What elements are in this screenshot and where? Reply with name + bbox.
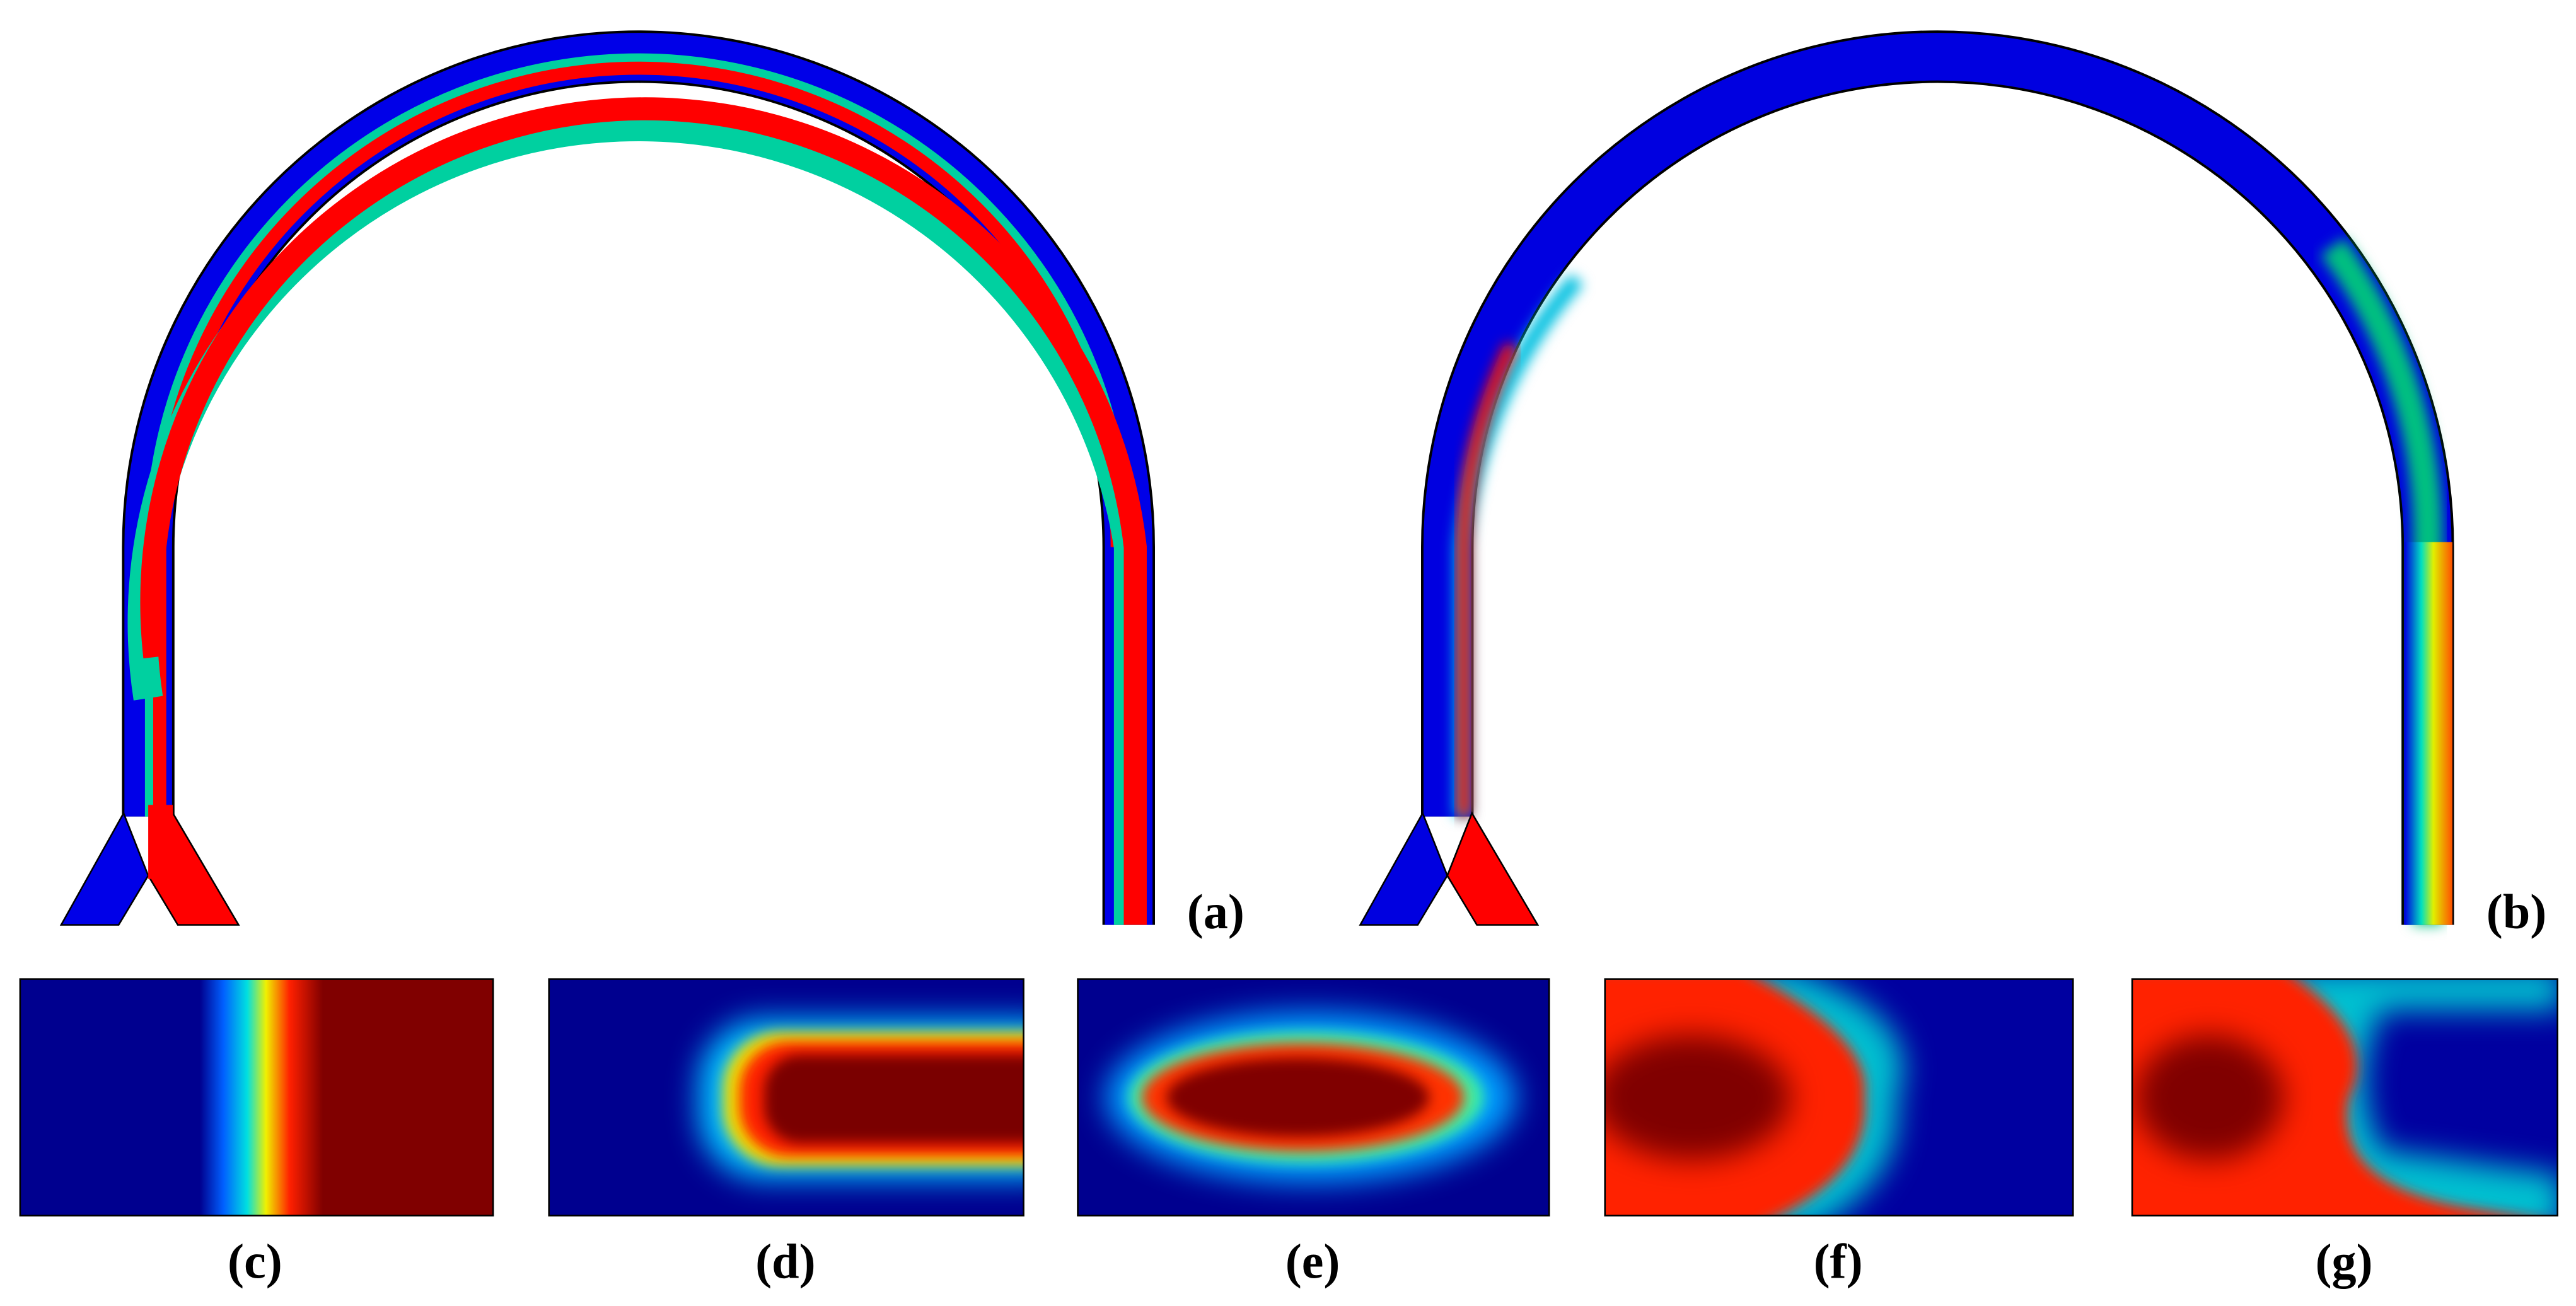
- section-c: [19, 978, 494, 1217]
- panel-label: (f): [1814, 1234, 1863, 1289]
- section-e: [1077, 979, 1550, 1216]
- panel-label: (g): [2315, 1234, 2372, 1289]
- frame: [548, 978, 1024, 1217]
- panel-label: (d): [755, 1234, 816, 1289]
- panel-label: (e): [1285, 1234, 1340, 1289]
- section-g: [2132, 979, 2558, 1216]
- section-d: [548, 979, 1024, 1216]
- frame: [2131, 978, 2558, 1217]
- section-f: [1604, 979, 2074, 1216]
- arch-a: [59, 30, 1155, 926]
- panel-label: (b): [2486, 884, 2547, 939]
- panel-label: (a): [1187, 884, 1244, 939]
- frame: [1077, 978, 1550, 1217]
- arch-b: [1359, 30, 2454, 926]
- panel-label: (c): [228, 1234, 282, 1289]
- frame: [1604, 978, 2074, 1217]
